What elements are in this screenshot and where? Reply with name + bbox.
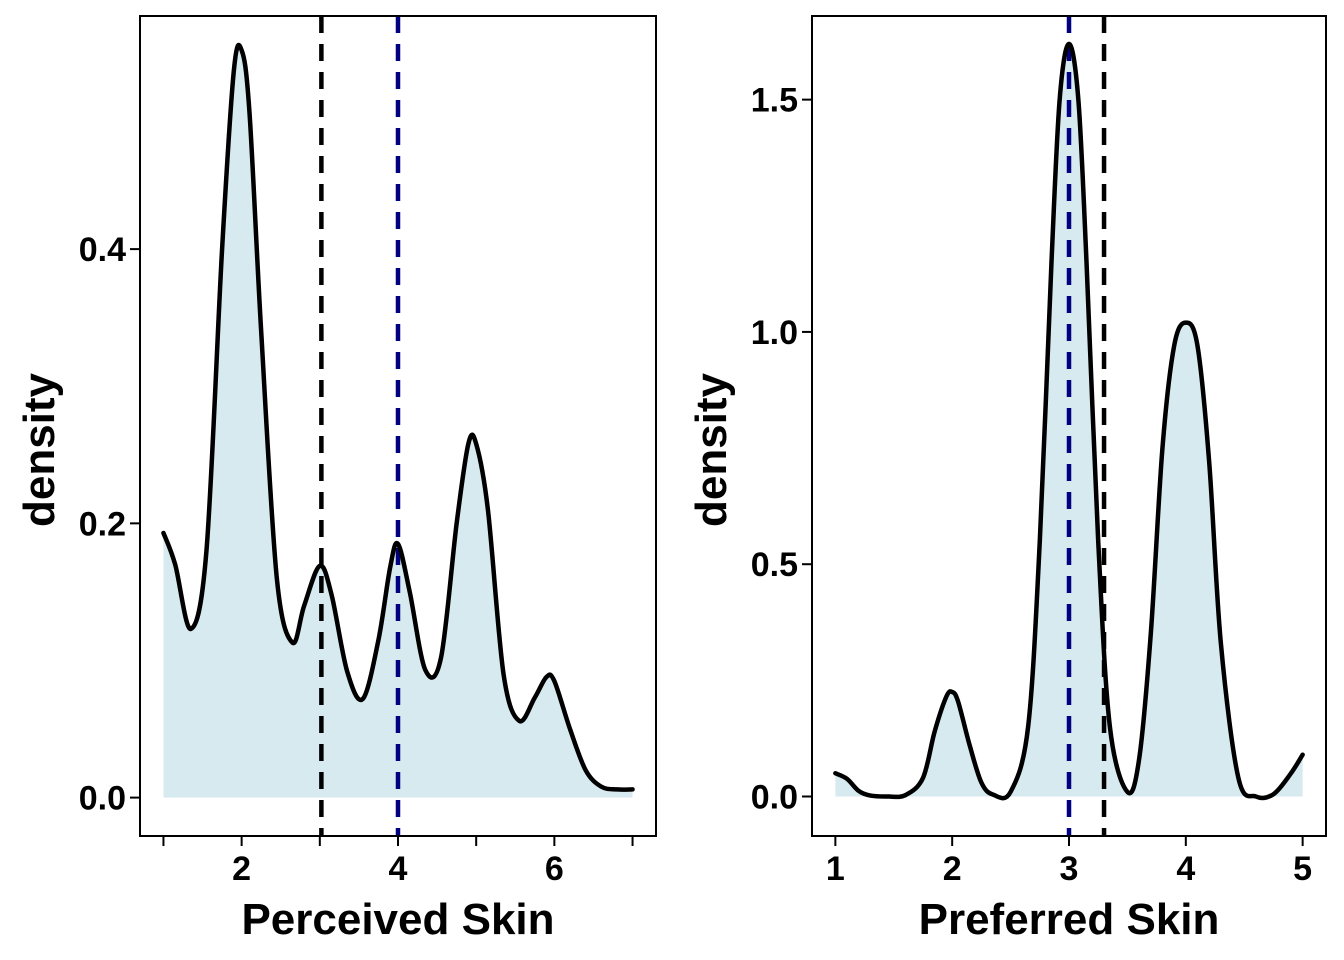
x-tick-label: 2 [232,850,251,888]
x-tick-label: 5 [1293,850,1312,888]
x-tick-label: 4 [389,850,408,888]
y-tick-label: 0.4 [79,231,126,269]
density-curve [833,41,1305,801]
y-tick-label: 0.0 [751,779,798,817]
y-tick-label: 1.0 [751,314,798,352]
y-axis-title: density [687,372,736,527]
chart-panel-2: 1 2 3 4 5 0.0 0.5 1.0 1.5 Preferred Skin density [687,15,1327,944]
x-tick-label: 6 [545,850,564,888]
x-tick-label: 1 [826,850,845,888]
y-tick-label: 0.5 [751,546,798,584]
x-tick-label: 3 [1060,850,1079,888]
x-axis-title: Preferred Skin [919,895,1220,944]
x-tick-label: 2 [943,850,962,888]
chart-panel-1: 2 4 6 0.0 0.2 0.4 Perceived Skin density [15,15,657,944]
y-tick-label: 0.2 [79,505,126,543]
density-curve [161,42,635,792]
x-tick-label: 4 [1176,850,1195,888]
y-axis-title: density [15,372,64,527]
x-axis-title: Perceived Skin [241,895,554,944]
y-tick-label: 0.0 [79,780,126,818]
y-tick-label: 1.5 [751,82,798,120]
